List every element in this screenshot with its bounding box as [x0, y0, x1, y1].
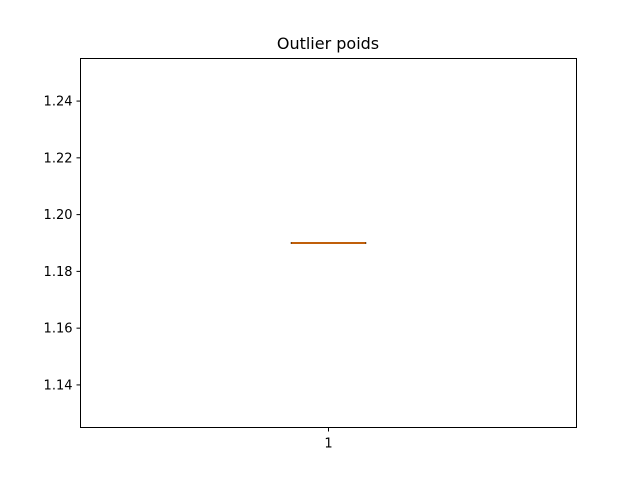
y-tick-label: 1.18	[44, 265, 73, 280]
chart-title: Outlier poids	[277, 34, 379, 53]
y-tick-label: 1.24	[44, 95, 73, 110]
x-tick-label: 1	[324, 437, 332, 452]
box-group	[290, 242, 367, 244]
y-tick-label: 1.16	[44, 322, 73, 337]
y-tick-label: 1.14	[44, 378, 73, 393]
y-axis: 1.14 1.16 1.18 1.20 1.22 1.24	[44, 95, 81, 393]
y-tick-label: 1.20	[44, 208, 73, 223]
y-tick-label: 1.22	[44, 151, 73, 166]
plot-area-frame	[80, 58, 577, 428]
x-axis: 1	[324, 427, 333, 452]
